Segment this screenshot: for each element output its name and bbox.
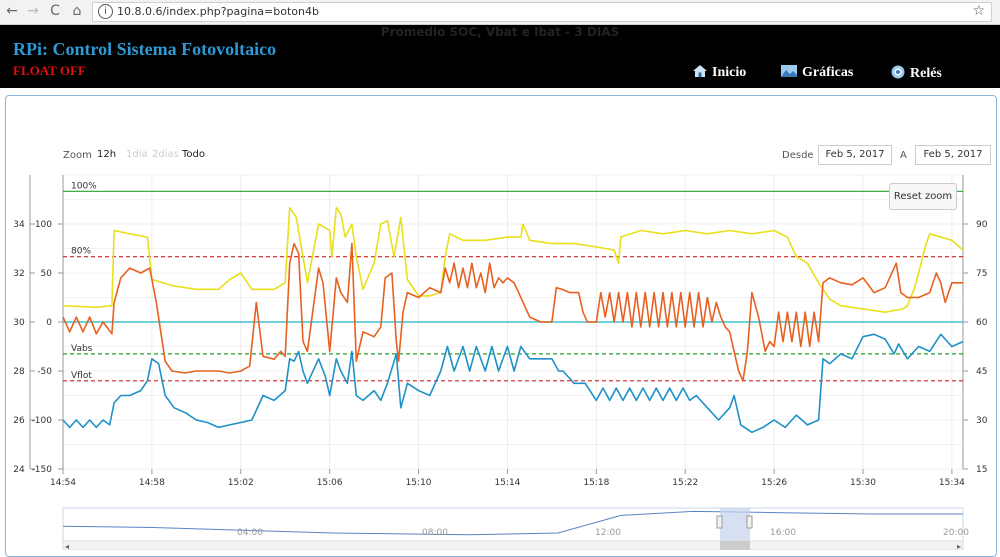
bookmark-star-icon[interactable]: ☆ bbox=[972, 3, 985, 19]
chart-image-icon bbox=[781, 65, 797, 77]
zoom-todo-button[interactable]: Todo bbox=[182, 149, 205, 160]
x-tick-label: 14:58 bbox=[139, 478, 165, 488]
back-icon[interactable]: ← bbox=[6, 3, 18, 19]
vbat-tick-label: 26 bbox=[13, 416, 25, 426]
x-tick-label: 15:22 bbox=[672, 478, 698, 488]
ibat-tick-label: 0 bbox=[46, 318, 52, 328]
series-line-vbat bbox=[62, 333, 964, 434]
x-tick-label: 15:30 bbox=[850, 478, 876, 488]
a-label: A bbox=[900, 150, 907, 161]
x-tick-label: 15:34 bbox=[939, 478, 965, 488]
vbat-tick-label: 32 bbox=[13, 269, 24, 279]
chart-title: Promedio SOC, Vbat e Ibat - 3 DIAS bbox=[380, 25, 620, 39]
zoom-1dia-button[interactable]: 1dia bbox=[126, 149, 148, 160]
url-text[interactable]: 10.8.0.6/index.php?pagina=boton4b bbox=[117, 5, 319, 18]
soc-tick-label: 60 bbox=[976, 318, 988, 328]
navigator-label: 08:00 bbox=[422, 528, 448, 538]
menu-item-inicio[interactable]: Inicio bbox=[693, 65, 746, 81]
soc-tick-label: 45 bbox=[976, 367, 987, 377]
reset-zoom-button[interactable]: Reset zoom bbox=[889, 183, 957, 210]
menu-item-reles[interactable]: Relés bbox=[891, 65, 942, 82]
zoom-12h-button[interactable]: 12h bbox=[97, 149, 117, 160]
float-status: FLOAT OFF bbox=[13, 63, 86, 78]
ibat-tick-label: -150 bbox=[32, 465, 53, 475]
reload-icon[interactable]: C bbox=[50, 3, 60, 19]
plot-line-label: Vflot bbox=[71, 371, 92, 381]
navigator-handle-right bbox=[746, 515, 753, 529]
navigator-handle-left bbox=[716, 515, 723, 529]
a-date-input[interactable]: Feb 5, 2017 bbox=[915, 145, 991, 165]
series-line-ibat bbox=[62, 242, 963, 382]
vbat-tick-label: 28 bbox=[13, 367, 25, 377]
address-bar[interactable]: i 10.8.0.6/index.php?pagina=boton4b ☆ bbox=[92, 2, 992, 22]
menu-item-graficas[interactable]: Gráficas bbox=[781, 65, 853, 81]
navigator-label: 16:00 bbox=[770, 528, 796, 538]
menu-item-label: Relés bbox=[910, 66, 942, 81]
relay-icon bbox=[891, 65, 905, 79]
desde-label: Desde bbox=[782, 150, 814, 161]
x-tick-label: 15:26 bbox=[761, 478, 787, 488]
soc-tick-label: 30 bbox=[976, 416, 988, 426]
x-tick-label: 15:02 bbox=[228, 478, 254, 488]
vbat-tick-label: 24 bbox=[13, 465, 25, 475]
info-icon[interactable]: i bbox=[98, 4, 113, 19]
menu-item-label: Inicio bbox=[712, 65, 747, 80]
navigator-selection bbox=[720, 508, 750, 541]
soc-tick-label: 90 bbox=[976, 220, 988, 230]
home-icon bbox=[693, 65, 707, 77]
scroll-right-icon: ▸ bbox=[957, 542, 961, 550]
home-icon[interactable]: ⌂ bbox=[72, 3, 82, 19]
page-title: RPi: Control Sistema Fotovoltaico bbox=[13, 39, 277, 59]
soc-tick-label: 15 bbox=[976, 465, 987, 475]
vbat-tick-label: 30 bbox=[13, 318, 25, 328]
plot-line-label: Vabs bbox=[71, 344, 93, 354]
plot-line-label: 80% bbox=[71, 247, 91, 257]
soc-tick-label: 75 bbox=[976, 269, 987, 279]
menu-item-label: Gráficas bbox=[802, 65, 854, 80]
ibat-tick-label: 50 bbox=[41, 269, 53, 279]
navigator-scrollbar bbox=[62, 540, 964, 550]
forward-icon[interactable]: → bbox=[27, 3, 39, 19]
desde-date-input[interactable]: Feb 5, 2017 bbox=[818, 145, 892, 165]
x-tick-label: 15:06 bbox=[317, 478, 343, 488]
navigator-label: 04:00 bbox=[237, 528, 263, 538]
x-tick-label: 15:18 bbox=[583, 478, 609, 488]
ibat-tick-label: 100 bbox=[35, 220, 52, 230]
navigator-label: 12:00 bbox=[595, 528, 621, 538]
x-tick-label: 15:10 bbox=[406, 478, 432, 488]
navigator-series bbox=[62, 510, 963, 536]
scroll-left-icon: ◂ bbox=[65, 542, 69, 550]
plot-line-label: 100% bbox=[71, 181, 97, 191]
x-tick-label: 14:54 bbox=[50, 478, 76, 488]
zoom-label: Zoom bbox=[63, 150, 92, 161]
ibat-tick-label: -100 bbox=[32, 416, 53, 426]
zoom-2dias-button[interactable]: 2dias bbox=[152, 149, 179, 160]
vbat-tick-label: 34 bbox=[13, 220, 25, 230]
browser-toolbar: ← → C ⌂ i 10.8.0.6/index.php?pagina=boto… bbox=[0, 0, 1000, 25]
navigator-scrollbar-thumb bbox=[720, 541, 750, 550]
x-tick-label: 15:14 bbox=[494, 478, 520, 488]
navigator-label: 20:00 bbox=[943, 528, 969, 538]
ibat-tick-label: -50 bbox=[37, 367, 52, 377]
app-header: RPi: Control Sistema Fotovoltaico FLOAT … bbox=[0, 25, 1000, 88]
